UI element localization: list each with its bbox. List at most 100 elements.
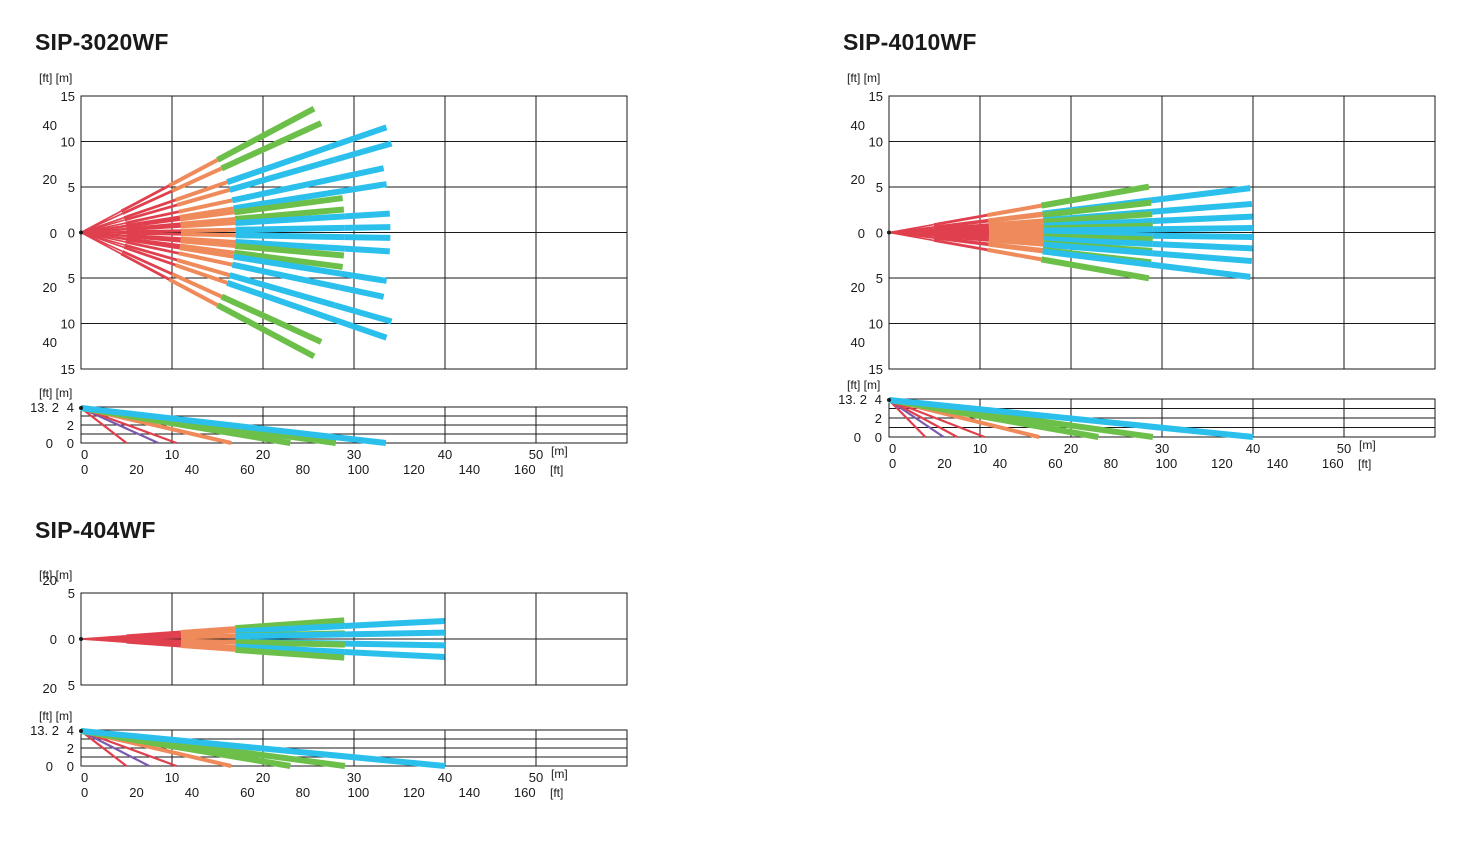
top-view-beam xyxy=(80,638,345,648)
top-view-beam xyxy=(80,618,445,640)
side-view-x-tick-ft: 80 xyxy=(296,462,310,477)
top-view-beam-segment xyxy=(126,231,182,236)
top-view-beam-segment xyxy=(231,261,340,291)
side-view-x-tick-ft: 120 xyxy=(403,462,425,477)
side-view-x-tick-m: 40 xyxy=(438,447,452,462)
top-view-beam-segment xyxy=(933,236,989,247)
top-view-beam-segment xyxy=(180,644,236,652)
top-view-beam-segment xyxy=(338,165,385,181)
top-view-y-tick-m: 10 xyxy=(61,317,75,332)
top-view-beam-segment xyxy=(180,217,236,226)
top-view-beam-segment xyxy=(168,277,219,307)
top-view-beam-segment xyxy=(180,239,236,248)
top-view-beam-segment xyxy=(125,215,181,227)
side-view-x-tick-ft: 80 xyxy=(296,785,310,800)
top-view-unit-label: [ft] [m] xyxy=(39,71,72,85)
side-view-x-tick-ft: 0 xyxy=(81,785,88,800)
top-view-beam-segment xyxy=(174,263,228,285)
top-view-beam-segment xyxy=(226,143,332,185)
side-view-sensor-dot xyxy=(79,406,83,410)
top-view-beam-segment xyxy=(1150,261,1251,280)
top-view-y-tick-m: 15 xyxy=(61,362,75,377)
top-view-beam-segment xyxy=(126,224,181,232)
top-view: [ft] [m] 5 0 5 20 0 20 xyxy=(39,568,628,696)
top-view-beam-segment xyxy=(1152,213,1253,224)
top-view-beam-segment xyxy=(934,234,989,242)
top-view-beam-segment xyxy=(338,284,385,300)
top-view-y-tick-ft: 20 xyxy=(43,172,57,187)
side-view-y-zero-ft: 0 xyxy=(46,759,53,774)
top-view-beam xyxy=(888,231,1253,252)
side-view-x-tick-m: 40 xyxy=(1246,441,1260,456)
side-view-x-tick-ft: 160 xyxy=(514,785,536,800)
side-view-beam xyxy=(888,399,927,438)
top-view-y-tick-ft: 20 xyxy=(851,172,865,187)
side-view-x-tick-m: 50 xyxy=(529,770,543,785)
top-view-beam-segment xyxy=(329,124,388,150)
top-view-beam xyxy=(80,231,385,300)
side-view-x-tick-m: 10 xyxy=(973,441,987,456)
side-view-x-tick-m: 20 xyxy=(256,447,270,462)
top-view-beam-segment xyxy=(235,646,345,661)
top-view-beam-segment xyxy=(933,213,988,226)
top-view-beam-segment xyxy=(329,315,388,341)
side-view-x-tick-ft: 60 xyxy=(240,462,254,477)
top-view-y-tick-m: 0 xyxy=(876,226,883,241)
side-view-x-tick-ft: 40 xyxy=(185,785,199,800)
top-view-beam-segment xyxy=(179,210,235,222)
top-view-beam-segment xyxy=(126,640,181,648)
top-view-beam-segment xyxy=(1043,236,1153,248)
top-view-y-tick-ft: 0 xyxy=(50,632,57,647)
top-view-beam xyxy=(80,231,393,325)
top-view-beam-segment xyxy=(171,272,223,299)
top-view-y-tick-m: 5 xyxy=(876,271,883,286)
top-view-y-tick-m: 5 xyxy=(68,586,75,601)
top-view-beam-segment xyxy=(228,156,336,193)
side-view-beam xyxy=(888,398,985,439)
side-view-x-unit-ft: [ft] xyxy=(550,463,563,477)
top-view-y-tick-m: 15 xyxy=(61,89,75,104)
top-view-beam-segment xyxy=(180,221,236,229)
top-view-beam-segment xyxy=(126,635,182,640)
top-view-beam-segment xyxy=(180,236,236,244)
side-view-x-tick-ft: 100 xyxy=(348,462,370,477)
top-view-beam xyxy=(80,181,388,234)
side-view-x-unit-ft: [ft] xyxy=(1358,457,1371,471)
side-view-x-tick-m: 50 xyxy=(1337,441,1351,456)
top-view-beam-segment xyxy=(1042,241,1153,257)
side-view-x-tick-m: 30 xyxy=(347,447,361,462)
top-view-beam-segment xyxy=(179,206,235,219)
side-view-unit-label: [ft] [m] xyxy=(847,378,880,392)
side-view-x-tick-ft: 20 xyxy=(129,462,143,477)
top-view-beam-segment xyxy=(235,617,345,632)
top-view-beam xyxy=(888,231,1150,282)
top-view-beam-segment xyxy=(1151,250,1253,265)
side-view-y-zero-ft: 0 xyxy=(854,430,861,445)
top-view-beam-segment xyxy=(180,641,236,649)
top-view-beam xyxy=(80,638,445,660)
top-view-beam-segment xyxy=(987,203,1042,218)
side-view-x-tick-ft: 40 xyxy=(185,462,199,477)
top-view-beam xyxy=(80,231,345,259)
top-view-beam-segment xyxy=(181,227,236,233)
top-view-beam-segment xyxy=(80,638,127,644)
side-view-x-tick-m: 10 xyxy=(165,770,179,785)
top-view-beam-segment xyxy=(1152,232,1254,240)
top-view-beam xyxy=(888,183,1150,234)
top-view-unit-label: [ft] [m] xyxy=(39,568,72,582)
side-view-x-tick-m: 0 xyxy=(889,441,896,456)
top-view-beam xyxy=(80,120,323,234)
side-view-x-tick-ft: 60 xyxy=(240,785,254,800)
side-view-x-tick-ft: 0 xyxy=(81,462,88,477)
side-view-x-tick-ft: 160 xyxy=(514,462,536,477)
top-view-beam-segment xyxy=(933,239,988,252)
top-view-y-tick-ft: 40 xyxy=(43,118,57,133)
side-view-x-tick-m: 0 xyxy=(81,447,88,462)
sip-3020wf-diagram: SIP-3020WF[ft] [m]15105051015402002040[f… xyxy=(30,29,628,477)
side-view-x-tick-ft: 160 xyxy=(1322,456,1344,471)
side-view-y-tick-m: 4 xyxy=(875,392,882,407)
top-view-beam-segment xyxy=(125,240,180,255)
